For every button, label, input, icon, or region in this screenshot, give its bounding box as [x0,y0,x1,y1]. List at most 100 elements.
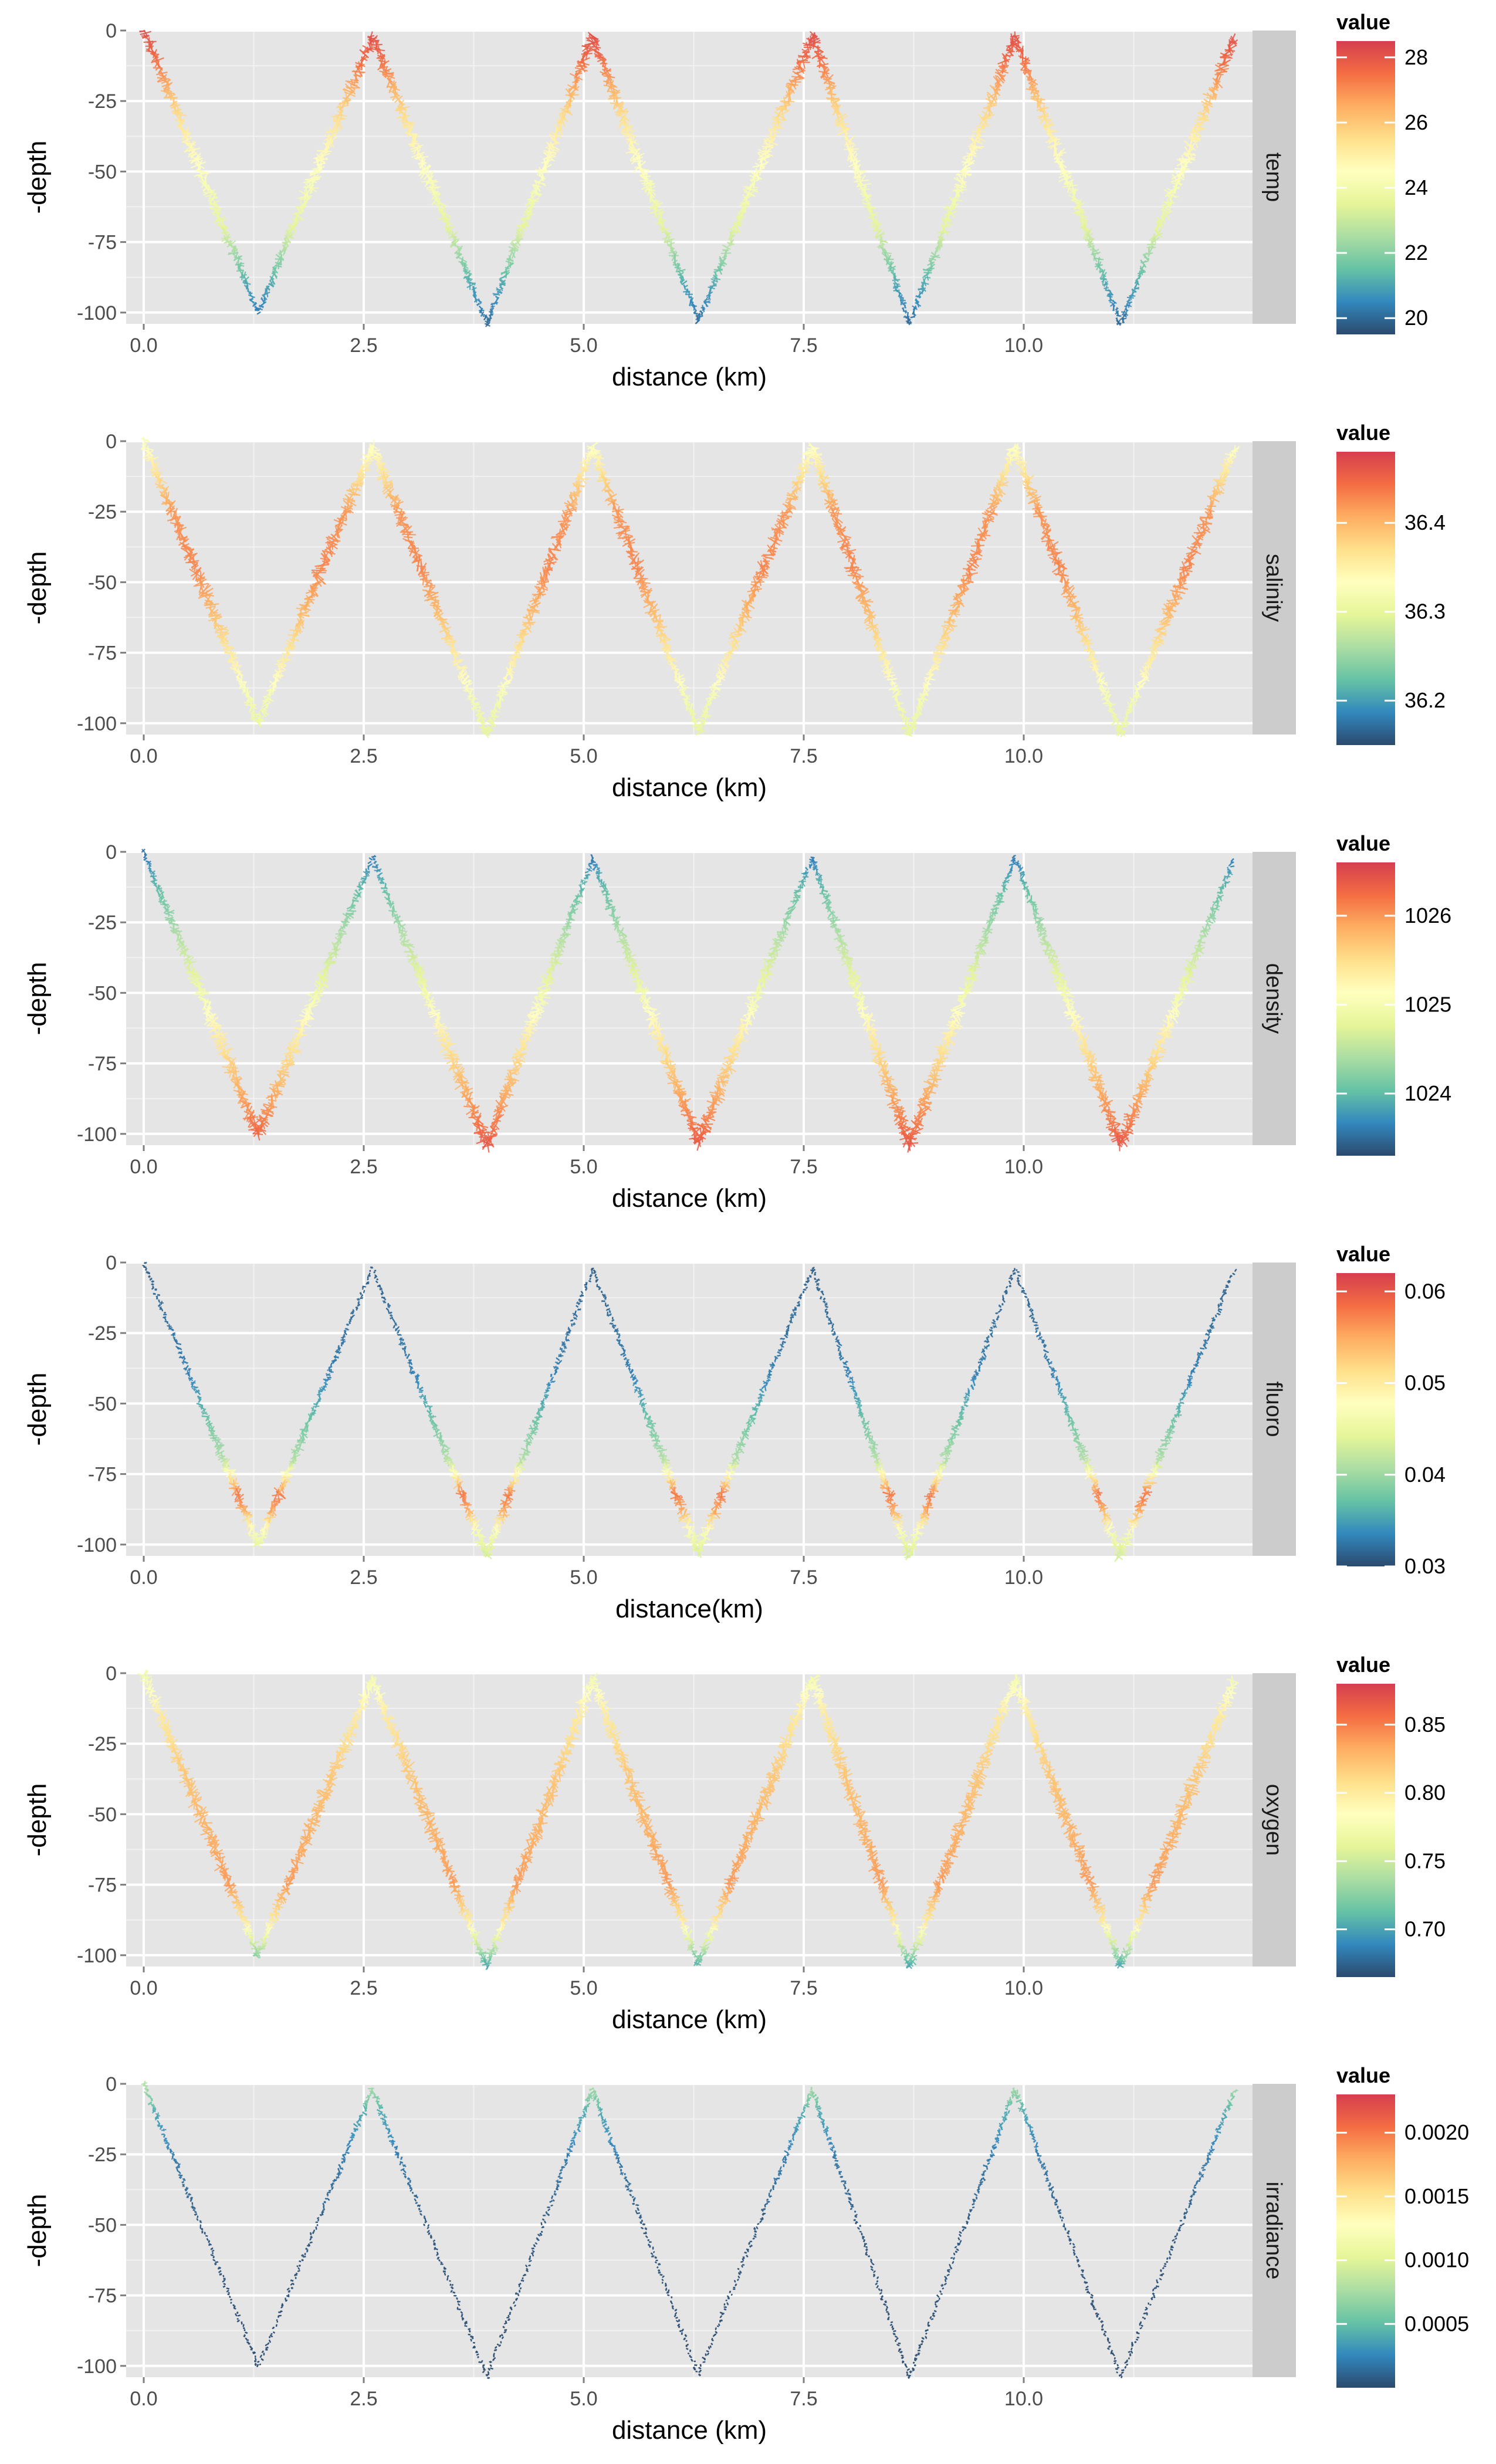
data-point [312,581,321,585]
data-point [1229,37,1237,47]
data-point [538,167,545,179]
data-point [922,684,927,693]
data-point [1177,159,1193,164]
data-point [1216,480,1224,487]
data-point [1201,100,1213,108]
data-point [293,210,304,215]
data-point [463,276,473,280]
data-point [1092,253,1098,262]
data-point [594,54,604,58]
data-point [537,171,544,182]
data-point [883,662,891,671]
data-point [143,29,148,37]
data-point [859,182,868,188]
data-point [963,167,970,171]
data-point [1099,690,1108,693]
data-point [886,669,892,681]
data-point [198,578,204,593]
data-point [605,78,610,86]
data-point [1047,551,1062,556]
data-point [192,556,195,566]
data-point [371,449,383,458]
data-point [1126,296,1134,299]
data-point [426,186,441,189]
data-point [477,299,482,303]
data-point [1047,135,1055,141]
data-point [361,56,368,62]
data-point [739,614,752,619]
data-point [1216,75,1221,85]
y-tick-label: -100 [77,302,117,324]
data-point [202,189,215,196]
data-point [858,186,866,190]
data-point [941,218,950,228]
data-point [607,80,614,93]
data-point [143,33,147,39]
data-point [1001,63,1006,69]
data-point [1045,138,1061,143]
data-point [360,462,372,469]
data-point [1104,287,1109,289]
data-point [546,141,560,151]
data-point [173,522,181,527]
data-point [895,691,899,696]
data-point [987,502,1000,510]
data-point [982,119,987,127]
data-point [1151,233,1156,242]
data-point [906,728,913,733]
data-point [243,275,249,284]
data-point [791,479,800,489]
y-tick-label: 0 [106,20,117,42]
data-point [1011,42,1020,46]
data-point [369,453,381,460]
data-point [413,144,420,155]
data-point [471,706,481,710]
data-point [1197,112,1209,117]
data-point [939,648,945,655]
data-point [234,661,239,671]
data-point [256,311,261,315]
data-point [367,448,370,459]
data-point [164,908,170,911]
data-point [1192,126,1206,130]
data-point [1215,69,1223,80]
data-point [673,262,678,267]
data-point [1187,546,1201,555]
data-point [651,614,662,620]
data-point [679,279,685,283]
data-point [805,455,810,463]
data-point [662,639,668,647]
x-tick-label: 7.5 [790,745,817,767]
data-point [338,99,351,105]
data-point [1108,292,1112,297]
data-point [412,556,420,564]
x-tick-label: 10.0 [1004,745,1043,767]
data-point [1112,304,1115,312]
data-point [402,530,411,534]
data-point [391,89,397,97]
data-point [560,107,573,116]
data-point [898,291,901,299]
data-point [655,623,662,635]
data-point [899,713,904,718]
data-point [142,35,150,39]
data-point [1185,553,1196,562]
data-point [657,633,671,641]
data-point [692,305,697,311]
data-point [1154,632,1162,642]
data-point [490,711,496,721]
data-point [1025,480,1031,493]
data-point [1109,702,1113,708]
data-point [589,449,601,457]
data-point [770,541,776,548]
data-point [767,537,781,546]
data-point [874,634,884,642]
data-point [529,597,541,603]
data-point [1128,301,1132,304]
data-point [643,600,656,608]
data-point [535,586,544,597]
data-point [503,677,512,684]
data-point [1017,453,1020,464]
data-point [774,529,779,540]
